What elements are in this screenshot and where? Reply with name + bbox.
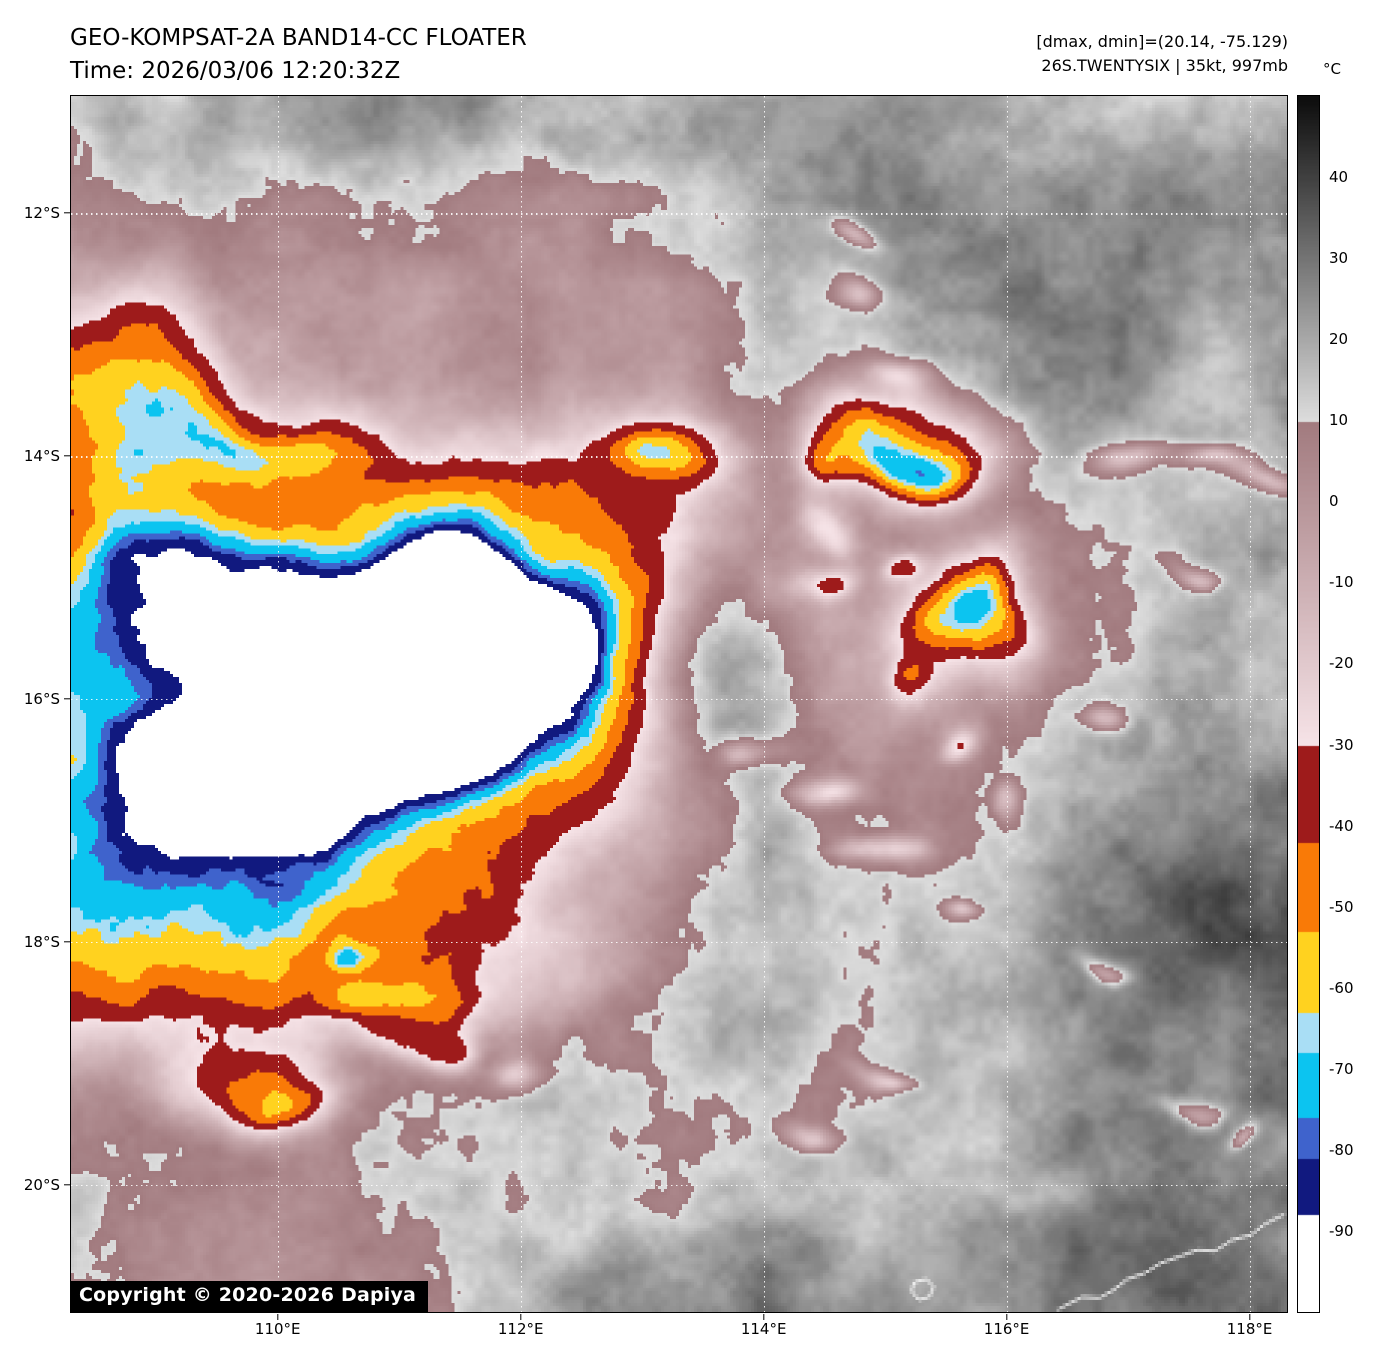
header-info: [dmax, dmin]=(20.14, -75.129) 26S.TWENTY… [1036,30,1288,78]
colorbar-tick-label: 20 [1329,330,1349,349]
colorbar [1297,95,1320,1313]
gridline-lon-110 [277,96,280,1312]
colorbar-tick-label: -30 [1329,735,1354,754]
colorbar-tick-label: -70 [1329,1059,1354,1078]
lon-tick-mark [519,1314,522,1320]
title-block: GEO-KOMPSAT-2A BAND14-CC FLOATER Time: 2… [70,22,527,89]
satellite-map: Copyright © 2020-2026 Dapiya [70,95,1288,1313]
lat-tick-label: 12°S [23,203,60,222]
timestamp: Time: 2026/03/06 12:20:32Z [70,58,401,85]
colorbar-tick-label: -20 [1329,654,1354,673]
colorbar-tick-label: -90 [1329,1221,1354,1240]
gridline-lon-118 [1249,96,1252,1312]
colorbar-tick-label: 0 [1329,492,1339,511]
colorbar-tick-label: -80 [1329,1140,1354,1159]
colorbar-tick-label: -10 [1329,573,1354,592]
lat-tick-mark [64,455,70,457]
lon-tick-label: 110°E [254,1320,301,1338]
lon-tick-label: 114°E [740,1320,787,1338]
satellite-image-canvas [71,96,1287,1312]
gridline-lat-14 [71,456,1287,458]
lon-tick-mark [762,1314,765,1320]
lat-tick-label: 14°S [23,446,60,465]
colorbar-tick-label: 30 [1329,249,1349,268]
colorbar-tick-label: 40 [1329,168,1349,187]
lon-tick-label: 116°E [983,1320,1030,1338]
colorbar-tick-label: -60 [1329,978,1354,997]
copyright-badge: Copyright © 2020-2026 Dapiya [71,1281,429,1312]
lon-tick-label: 112°E [497,1320,544,1338]
lat-tick-label: 20°S [23,1175,60,1194]
lon-tick-label: 118°E [1226,1320,1273,1338]
colorbar-tick-label: -50 [1329,897,1354,916]
gridline-lat-20 [71,1184,1287,1187]
colorbar-tick-label: 10 [1329,411,1349,430]
colorbar-tick-label: -40 [1329,816,1354,835]
colorbar-unit-label: °C [1323,60,1341,78]
lat-tick-mark [64,941,70,943]
lon-tick-mark [277,1314,279,1320]
gridline-lon-114 [763,96,766,1312]
lat-tick-label: 18°S [23,932,60,951]
gridline-lat-18 [71,941,1287,944]
gridline-lat-12 [71,213,1287,215]
storm-info: 26S.TWENTYSIX | 35kt, 997mb [1041,56,1288,75]
gridline-lat-16 [71,698,1287,701]
lon-tick-mark [1005,1314,1008,1320]
gridline-lon-112 [520,96,523,1312]
range-info: [dmax, dmin]=(20.14, -75.129) [1036,32,1288,51]
colorbar-canvas [1298,96,1319,1312]
lon-tick-mark [1248,1314,1251,1320]
lat-tick-mark [64,212,70,214]
product-title: GEO-KOMPSAT-2A BAND14-CC FLOATER [70,25,527,51]
lat-tick-mark [64,1183,70,1186]
lat-tick-mark [64,698,70,700]
lat-tick-label: 16°S [23,689,60,708]
gridline-lon-116 [1006,96,1009,1312]
